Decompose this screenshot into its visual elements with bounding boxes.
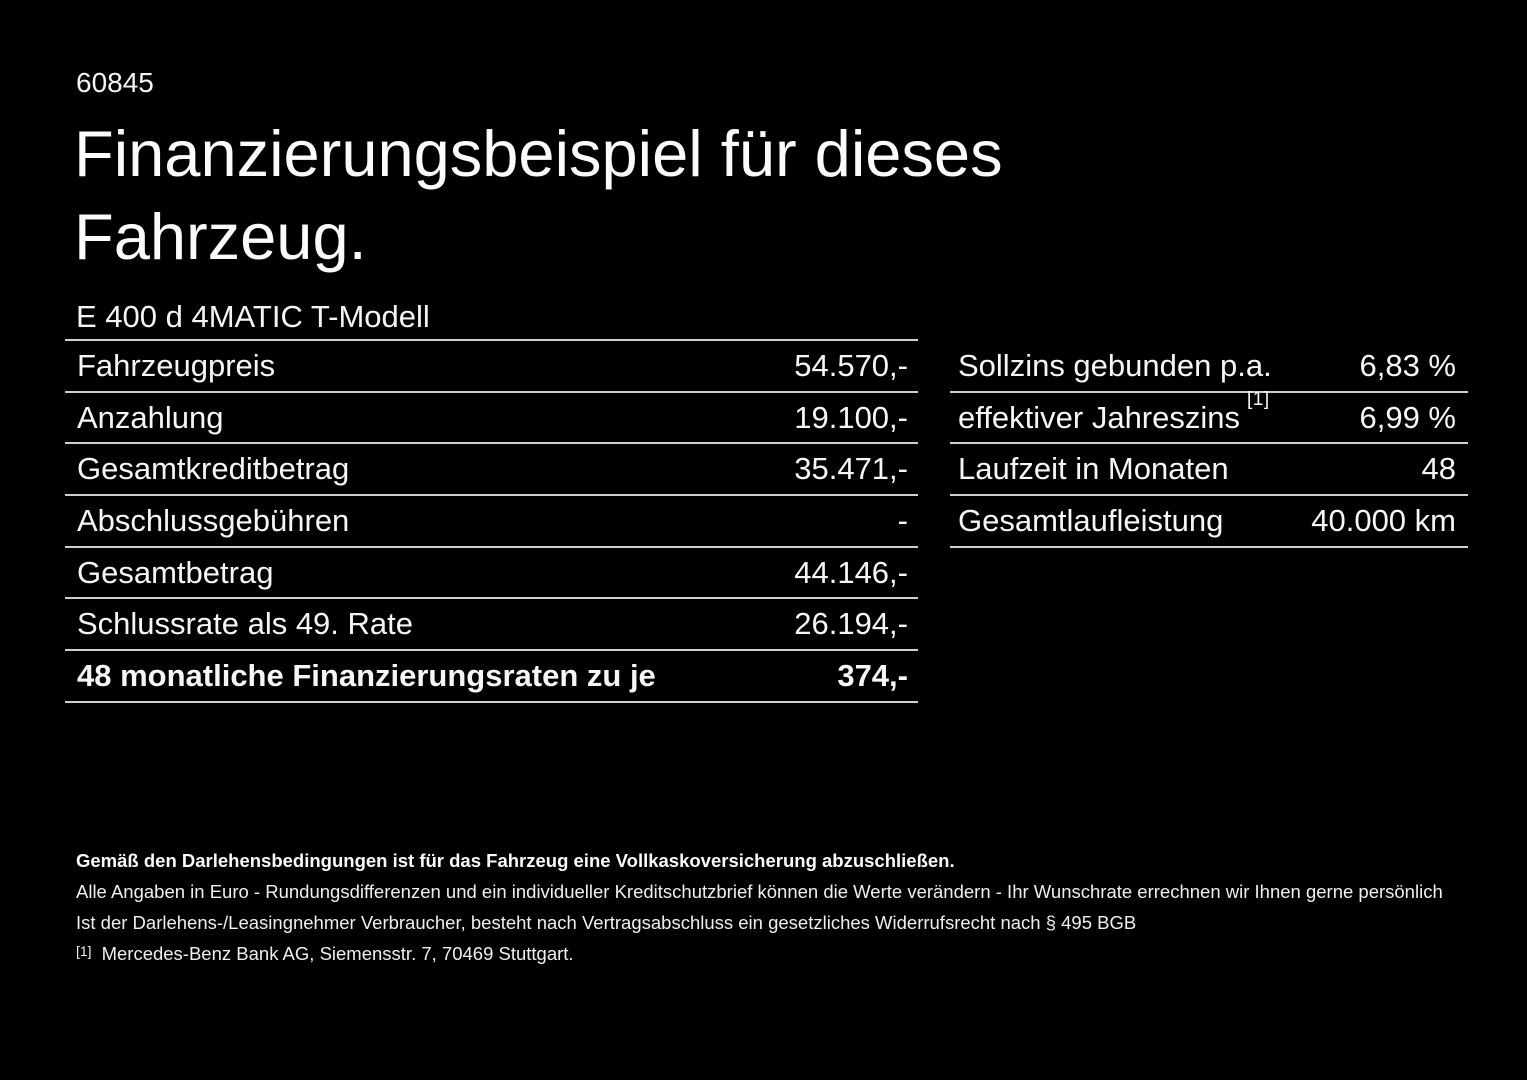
row-label: 48 monatliche Finanzierungsraten zu je xyxy=(77,657,656,693)
row-value: 6,83 % xyxy=(1359,347,1456,383)
row-label: Gesamtlaufleistung xyxy=(958,502,1224,538)
footnote-marker: [1] xyxy=(1247,389,1270,411)
doc-number: 60845 xyxy=(76,67,154,98)
row-value: 26.194,- xyxy=(794,606,908,642)
row-label: Anzahlung xyxy=(77,399,224,435)
insurance-note: Gemäß den Darlehensbedingungen ist für d… xyxy=(76,850,955,871)
row-label: Laufzeit in Monaten xyxy=(958,451,1229,487)
table-row: effektiver Jahreszins [1] 6,99 % xyxy=(950,389,1468,445)
row-label: Sollzins gebunden p.a. xyxy=(958,347,1272,383)
row-label: Abschlussgebühren xyxy=(77,502,350,538)
row-label: effektiver Jahreszins [1] xyxy=(958,389,1270,435)
footer-legal: Gemäß den Darlehensbedingungen ist für d… xyxy=(76,845,1456,971)
disclaimer-line: Alle Angaben in Euro - Rundungsdifferenz… xyxy=(76,881,1443,902)
vehicle-model: E 400 d 4MATIC T-Modell xyxy=(76,299,430,334)
row-value: 40.000 km xyxy=(1311,502,1456,538)
footnote-marker: [1] xyxy=(76,943,92,959)
row-value: 35.471,- xyxy=(794,451,908,487)
table-row: Gesamtkreditbetrag 35.471,- xyxy=(65,444,918,497)
table-row: Gesamtbetrag 44.146,- xyxy=(65,548,918,600)
table-row: Laufzeit in Monaten 48 xyxy=(950,444,1468,497)
footnote: [1] Mercedes-Benz Bank AG, Siemensstr. 7,… xyxy=(76,938,1456,971)
row-label: Schlussrate als 49. Rate xyxy=(77,606,414,642)
table-row-total: 48 monatliche Finanzierungsraten zu je 3… xyxy=(65,651,918,703)
conditions-table: Sollzins gebunden p.a. 6,83 % effektiver… xyxy=(950,341,1468,548)
row-value: 44.146,- xyxy=(794,554,908,590)
row-value: 19.100,- xyxy=(794,399,908,435)
table-row: Abschlussgebühren - xyxy=(65,496,918,548)
disclaimer-line: Ist der Darlehens-/Leasingnehmer Verbrau… xyxy=(76,912,1137,933)
row-value: 48 xyxy=(1421,451,1456,487)
row-value: - xyxy=(897,502,908,538)
row-label: Gesamtbetrag xyxy=(77,554,274,590)
row-value: 54.570,- xyxy=(794,347,908,383)
table-row: Fahrzeugpreis 54.570,- xyxy=(65,341,918,393)
page-title: Finanzierungsbeispiel für dieses Fahrzeu… xyxy=(74,117,1003,273)
table-row: Gesamtlaufleistung 40.000 km xyxy=(950,496,1468,548)
table-row: Schlussrate als 49. Rate 26.194,- xyxy=(65,599,918,652)
table-row: Anzahlung 19.100,- xyxy=(65,393,918,445)
row-label: Gesamtkreditbetrag xyxy=(77,451,350,487)
table-row: Sollzins gebunden p.a. 6,83 % xyxy=(950,341,1468,393)
row-label: Fahrzeugpreis xyxy=(77,347,276,383)
row-value: 374,- xyxy=(837,657,908,693)
finance-table: Fahrzeugpreis 54.570,- Anzahlung 19.100,… xyxy=(65,339,918,703)
footnote-text: Mercedes-Benz Bank AG, Siemensstr. 7, 70… xyxy=(101,943,574,964)
row-value: 6,99 % xyxy=(1359,399,1456,435)
